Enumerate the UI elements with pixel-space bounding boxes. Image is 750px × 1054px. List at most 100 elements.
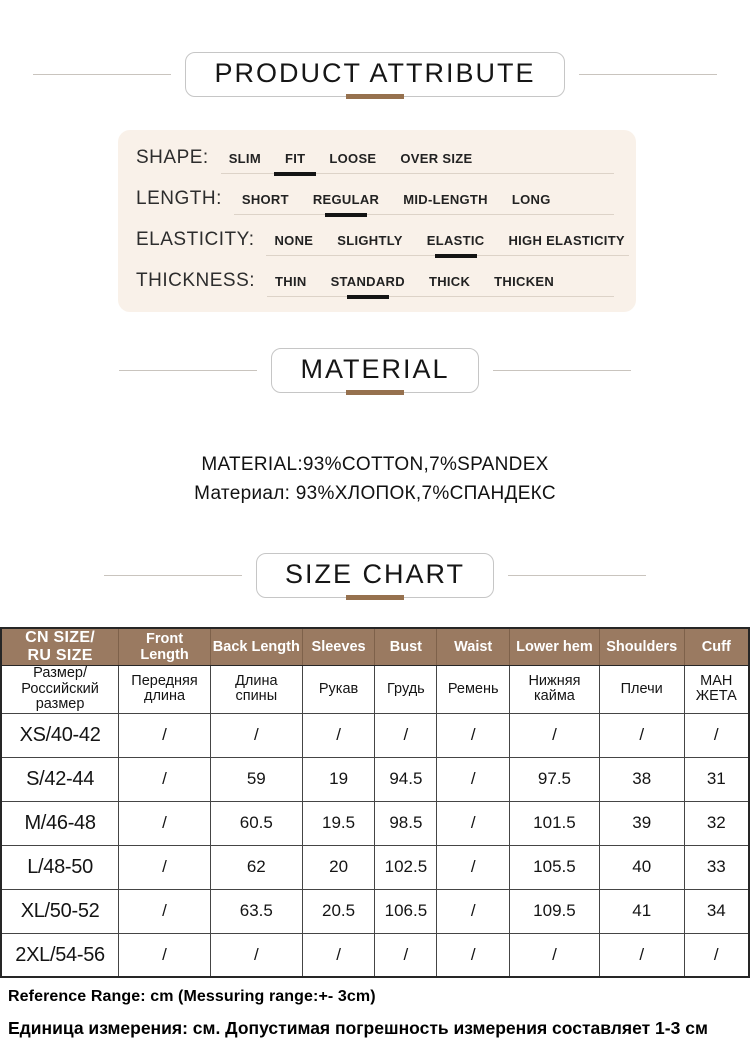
value-cell: 19 (301, 756, 376, 802)
column-header-ru: Ремень (436, 664, 511, 714)
attribute-option: HIGH ELASTICITY (508, 233, 625, 248)
value-cell: / (209, 932, 303, 978)
table-row: S/42-44/59 19 94.5/97.5 38 31 (0, 756, 750, 802)
attribute-option: THICKEN (494, 274, 555, 289)
section-title: PRODUCT ATTRIBUTE (214, 58, 536, 88)
value-cell: 62 (209, 844, 303, 890)
value-cell: / (436, 712, 511, 758)
divider-line (578, 74, 717, 75)
table-row: XS/40-42// / / / / / / (0, 712, 750, 758)
value-cell: 59 (209, 756, 303, 802)
column-header-ru: Плечи (598, 664, 685, 714)
product-attributes-panel: SHAPE: SLIM FIT LOOSE OVER SIZE LENGTH: SHORT R… (118, 130, 636, 312)
size-table-header-row-ru: Размер/ Российский размер Передняя длина Д… (0, 664, 750, 714)
value-cell: / (118, 932, 211, 978)
value-cell: 39 (598, 800, 685, 846)
divider-line (492, 370, 631, 371)
attribute-option: LONG (511, 192, 551, 207)
value-cell: 98.5 (374, 800, 438, 846)
size-cell: XS/40-42 (0, 712, 120, 758)
attribute-option: THICK (428, 274, 471, 289)
divider-line (508, 575, 647, 576)
column-header-ru: Грудь (374, 664, 438, 714)
section-header-size-chart: SIZE CHART (0, 553, 750, 600)
value-cell: / (436, 844, 511, 890)
attribute-label: THICKNESS: (136, 270, 256, 291)
attribute-options: NONE SLIGHTLY ELASTIC HIGH ELASTICITY (266, 233, 629, 256)
column-header-ru: МАН ЖЕТА (683, 664, 750, 714)
attribute-row: THICKNESS: THIN STANDARD THICK THICKEN (136, 270, 614, 297)
accent-underline-bar (346, 390, 404, 395)
value-cell: 34 (683, 888, 750, 934)
attribute-row: ELASTICITY: NONE SLIGHTLY ELASTIC HIGH ELAST… (136, 229, 629, 256)
divider-line (103, 575, 242, 576)
column-header-en: Lower hem (509, 627, 600, 666)
attribute-option: SLIM (228, 151, 261, 166)
attribute-option: SHORT (241, 192, 289, 207)
column-header-en: Bust (374, 627, 438, 666)
column-header-en: Shoulders (598, 627, 685, 666)
value-cell: / (683, 712, 750, 758)
value-cell: 19.5 (301, 800, 376, 846)
size-cell: XL/50-52 (0, 888, 120, 934)
value-cell: 102.5 (374, 844, 438, 890)
value-cell: / (436, 800, 511, 846)
attribute-option-selected: ELASTIC (426, 233, 485, 248)
size-cell: S/42-44 (0, 756, 120, 802)
size-cell: 2XL/54-56 (0, 932, 120, 978)
attribute-option: LOOSE (329, 151, 377, 166)
value-cell: 101.5 (509, 800, 600, 846)
attribute-option: MID-LENGTH (403, 192, 488, 207)
column-header-ru: Длина спины (209, 664, 303, 714)
column-header-en: Sleeves (301, 627, 376, 666)
value-cell: 32 (683, 800, 750, 846)
attribute-row: SHAPE: SLIM FIT LOOSE OVER SIZE (136, 147, 614, 174)
column-header-en: Cuff (683, 627, 750, 666)
table-row: 2XL/54-56// / / / / / / (0, 932, 750, 978)
table-row: L/48-50/62 20 102.5/105.5 40 33 (0, 844, 750, 890)
column-header-ru: Рукав (301, 664, 376, 714)
column-header-ru: Передняя длина (118, 664, 211, 714)
size-table-header-row-en: CN SIZE/ RU SIZE Front Length Back Length S… (0, 627, 750, 666)
value-cell: / (301, 712, 376, 758)
value-cell: / (374, 932, 438, 978)
value-cell: 33 (683, 844, 750, 890)
value-cell: / (509, 932, 600, 978)
section-title-box: SIZE CHART (255, 553, 495, 600)
divider-line (119, 370, 258, 371)
attribute-label: SHAPE: (136, 147, 209, 168)
value-cell: 20.5 (301, 888, 376, 934)
value-cell: / (374, 712, 438, 758)
section-header-product-attribute: PRODUCT ATTRIBUTE (0, 52, 750, 99)
value-cell: 97.5 (509, 756, 600, 802)
value-cell: 38 (598, 756, 685, 802)
accent-underline-bar (346, 94, 404, 99)
attribute-option-selected: STANDARD (330, 274, 405, 289)
attribute-option: NONE (274, 233, 314, 248)
section-header-material: MATERIAL (0, 348, 750, 395)
footer-reference-ru: Единица измерения: см. Допустимая погреш… (8, 1018, 708, 1038)
value-cell: 105.5 (509, 844, 600, 890)
attribute-options: SLIM FIT LOOSE OVER SIZE (220, 151, 614, 174)
column-header-en: Front Length (118, 627, 211, 666)
size-cell: L/48-50 (0, 844, 120, 890)
attribute-option-selected: FIT (284, 151, 306, 166)
section-title: MATERIAL (300, 354, 450, 384)
value-cell: 63.5 (209, 888, 303, 934)
material-line-en: MATERIAL:93%COTTON,7%SPANDEX (201, 454, 549, 475)
value-cell: / (118, 756, 211, 802)
column-header-ru: Размер/ Российский размер (0, 664, 120, 714)
value-cell: / (436, 932, 511, 978)
value-cell: / (118, 844, 211, 890)
attribute-label: LENGTH: (136, 188, 222, 209)
value-cell: / (598, 932, 685, 978)
section-title-box: MATERIAL (271, 348, 479, 395)
attribute-options: THIN STANDARD THICK THICKEN (267, 274, 614, 297)
section-title: SIZE CHART (284, 559, 466, 589)
column-header-en: Back Length (209, 627, 303, 666)
column-header-ru: Нижняя кайма (509, 664, 600, 714)
material-line-ru: Материал: 93%ХЛОПОК,7%СПАНДЕКС (194, 483, 556, 504)
value-cell: 109.5 (509, 888, 600, 934)
value-cell: / (118, 712, 211, 758)
